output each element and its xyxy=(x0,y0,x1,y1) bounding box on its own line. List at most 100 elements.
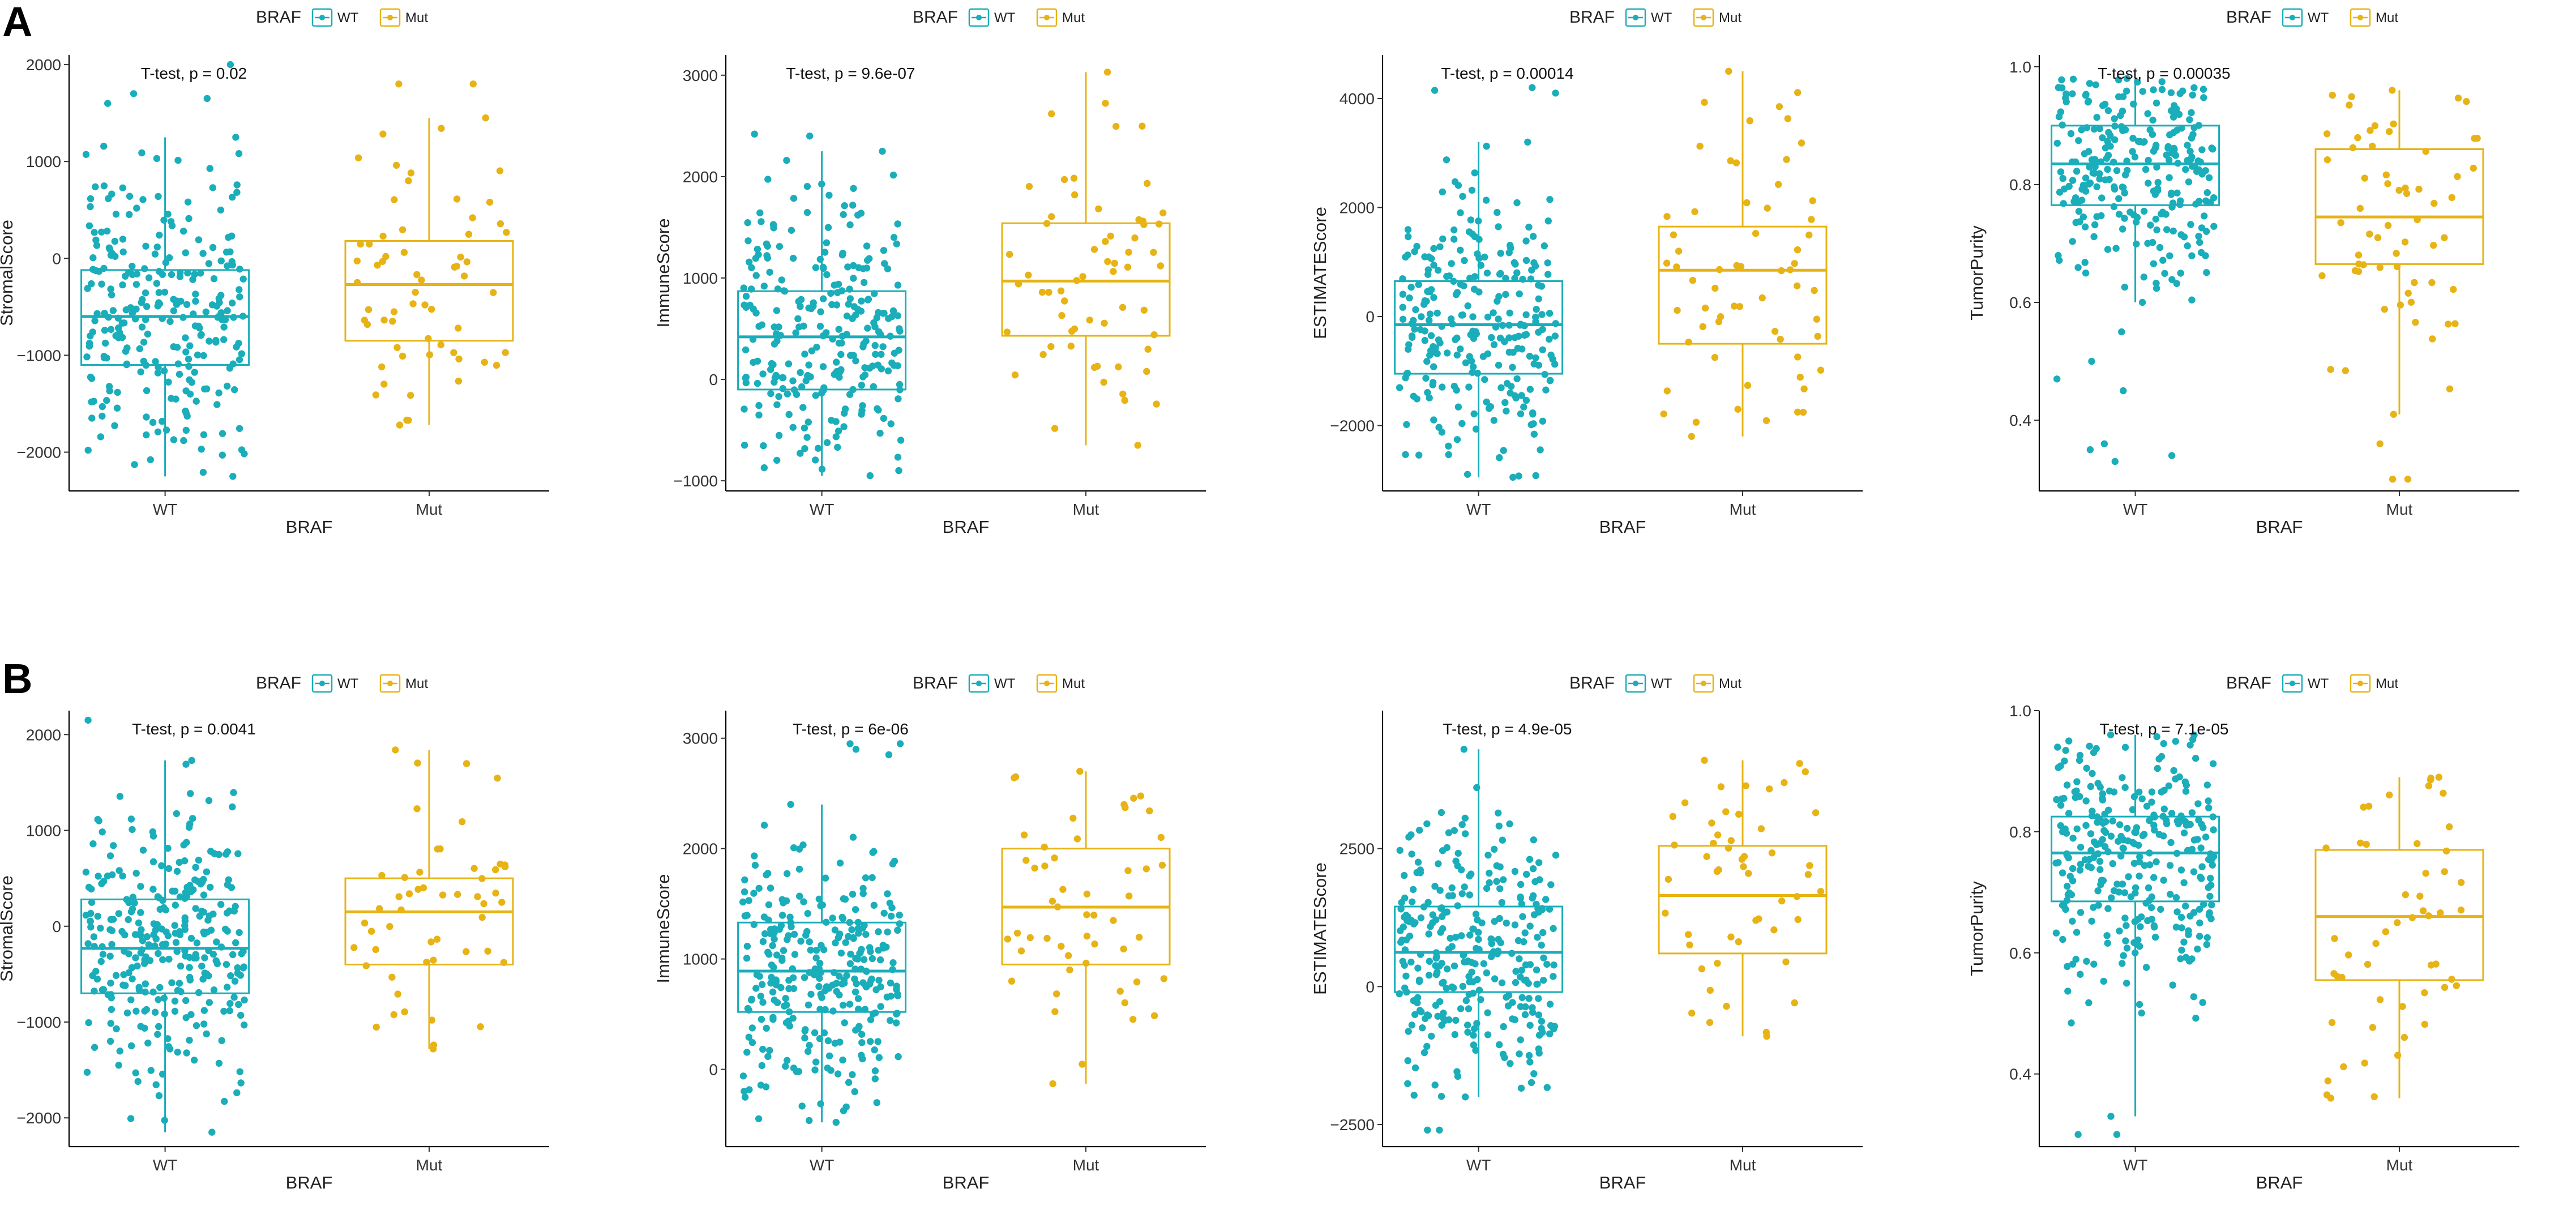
data-point xyxy=(1438,1021,1445,1029)
data-point xyxy=(214,314,221,321)
data-point xyxy=(203,868,211,876)
data-point xyxy=(1158,861,1166,869)
data-point xyxy=(90,933,97,941)
data-point xyxy=(1468,968,1475,976)
data-point xyxy=(770,927,777,935)
data-point xyxy=(2166,174,2173,181)
data-point xyxy=(1467,216,1475,224)
data-point xyxy=(767,390,774,397)
data-point xyxy=(1496,454,1503,461)
data-point xyxy=(758,1016,765,1023)
data-point xyxy=(840,895,848,903)
data-point xyxy=(832,939,839,947)
data-point xyxy=(1509,473,1517,481)
data-point xyxy=(804,910,811,917)
data-point xyxy=(2151,826,2158,834)
data-point xyxy=(2123,87,2130,95)
data-point xyxy=(1538,942,1545,949)
data-point xyxy=(239,275,247,283)
legend-label-mut: Mut xyxy=(405,10,428,25)
data-point xyxy=(1794,353,1802,361)
data-point xyxy=(206,337,213,345)
data-point xyxy=(752,272,760,279)
data-point xyxy=(877,1003,884,1010)
data-point xyxy=(880,310,888,317)
data-point xyxy=(1426,317,1433,324)
data-point xyxy=(785,977,793,984)
data-point xyxy=(1715,866,1722,874)
data-point xyxy=(144,1039,152,1047)
data-point xyxy=(1405,1028,1412,1035)
data-point xyxy=(825,191,833,199)
data-point xyxy=(154,1031,161,1038)
data-point xyxy=(2079,213,2087,221)
data-point xyxy=(816,255,824,263)
data-point xyxy=(119,236,127,243)
data-point xyxy=(2182,166,2189,173)
data-point xyxy=(2060,794,2068,802)
data-point xyxy=(786,913,794,921)
x-tick-label-mut: Mut xyxy=(1730,501,1756,518)
data-point xyxy=(494,775,501,782)
data-point xyxy=(790,195,798,202)
data-point xyxy=(82,151,90,158)
data-point xyxy=(1443,272,1450,280)
data-point xyxy=(1095,205,1102,213)
data-point xyxy=(137,368,144,375)
data-point xyxy=(801,1034,808,1042)
data-point xyxy=(1401,871,1408,879)
data-point xyxy=(2072,955,2079,963)
data-point xyxy=(1523,870,1530,878)
data-point xyxy=(1511,867,1519,875)
data-point xyxy=(1539,346,1546,353)
data-point xyxy=(1079,273,1086,280)
data-point xyxy=(758,981,766,988)
data-point xyxy=(1403,369,1411,377)
data-point xyxy=(1520,938,1527,946)
data-point xyxy=(786,1008,793,1016)
data-point xyxy=(2200,824,2207,831)
data-point xyxy=(846,740,854,747)
data-point xyxy=(874,1038,882,1045)
data-point xyxy=(1535,328,1542,336)
data-point xyxy=(785,360,793,367)
data-point xyxy=(181,917,189,925)
data-point xyxy=(177,297,185,305)
data-point xyxy=(224,984,231,991)
data-point xyxy=(2167,891,2174,898)
data-point xyxy=(1011,371,1019,379)
data-point xyxy=(165,378,172,386)
data-point xyxy=(775,431,783,439)
data-point xyxy=(812,947,820,954)
data-point xyxy=(186,342,194,349)
data-point xyxy=(834,1070,842,1078)
data-point xyxy=(802,1026,809,1033)
data-point xyxy=(1526,922,1534,930)
data-point xyxy=(232,903,239,910)
data-point xyxy=(814,444,822,452)
y-tick-label: 2000 xyxy=(1340,199,1375,217)
y-tick-label: 0.8 xyxy=(2009,176,2031,194)
data-point xyxy=(2372,940,2380,947)
data-point xyxy=(160,994,168,1002)
data-point xyxy=(416,869,423,876)
data-point xyxy=(2106,176,2113,183)
data-point xyxy=(2083,957,2090,965)
data-point xyxy=(894,362,901,370)
data-point xyxy=(151,942,159,950)
data-point xyxy=(159,315,166,322)
data-point xyxy=(198,908,206,915)
data-point xyxy=(789,965,797,973)
data-point xyxy=(1538,283,1546,290)
data-point xyxy=(1530,430,1538,438)
data-point xyxy=(152,358,159,365)
data-point xyxy=(849,1071,856,1079)
data-point xyxy=(2053,139,2061,147)
data-point xyxy=(1526,856,1534,863)
data-point xyxy=(1450,962,1458,970)
data-point xyxy=(1742,782,1749,790)
data-point xyxy=(234,964,241,972)
data-point xyxy=(2169,981,2176,989)
data-point xyxy=(1432,949,1440,956)
